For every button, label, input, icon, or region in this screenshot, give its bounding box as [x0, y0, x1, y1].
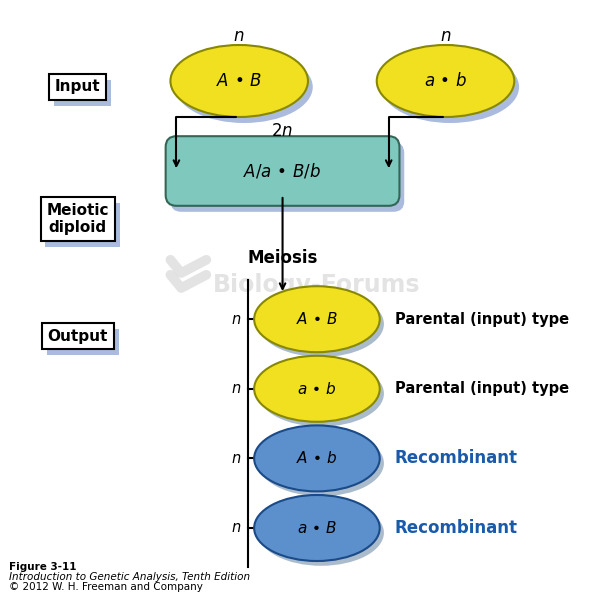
Text: Input: Input [55, 79, 100, 94]
Text: $\mathit{2n}$: $\mathit{2n}$ [271, 122, 293, 140]
Text: Parental (input) type: Parental (input) type [395, 382, 569, 396]
Text: Input: Input [60, 85, 105, 100]
Text: $\mathit{A/a}$ • $\mathit{B/b}$: $\mathit{A/a}$ • $\mathit{B/b}$ [243, 161, 322, 181]
Text: $\mathit{A}$ • $\mathit{B}$: $\mathit{A}$ • $\mathit{B}$ [216, 72, 262, 90]
Ellipse shape [258, 430, 384, 496]
Text: $\mathit{a}$ • $\mathit{B}$: $\mathit{a}$ • $\mathit{B}$ [297, 520, 337, 536]
Ellipse shape [254, 286, 380, 352]
FancyBboxPatch shape [170, 142, 404, 212]
Text: Meiotic
diploid: Meiotic diploid [47, 203, 109, 235]
Text: Meiosis: Meiosis [247, 249, 318, 267]
Text: $\mathit{A}$ • $\mathit{B}$: $\mathit{A}$ • $\mathit{B}$ [296, 311, 338, 327]
Text: $\mathit{n}$: $\mathit{n}$ [231, 520, 241, 535]
Ellipse shape [170, 45, 308, 117]
Text: $\mathit{n}$: $\mathit{n}$ [231, 451, 241, 466]
Ellipse shape [254, 356, 380, 422]
Ellipse shape [254, 425, 380, 491]
Text: Recombinant: Recombinant [395, 519, 518, 537]
Text: Output: Output [53, 335, 112, 349]
Ellipse shape [258, 291, 384, 357]
FancyBboxPatch shape [166, 136, 399, 206]
Ellipse shape [377, 45, 514, 117]
Ellipse shape [258, 500, 384, 566]
Text: © 2012 W. H. Freeman and Company: © 2012 W. H. Freeman and Company [9, 581, 203, 592]
Text: $\mathit{a}$ • $\mathit{b}$: $\mathit{a}$ • $\mathit{b}$ [297, 381, 337, 397]
Text: $\mathit{n}$: $\mathit{n}$ [231, 382, 241, 396]
Ellipse shape [382, 51, 519, 123]
Text: Biology-Forums: Biology-Forums [213, 273, 420, 297]
Text: Introduction to Genetic Analysis, Tenth Edition: Introduction to Genetic Analysis, Tenth … [9, 572, 250, 582]
Text: $\mathit{n}$: $\mathit{n}$ [231, 312, 241, 326]
Ellipse shape [254, 495, 380, 561]
Ellipse shape [258, 361, 384, 427]
Text: Parental (input) type: Parental (input) type [395, 312, 569, 326]
Text: Output: Output [48, 329, 108, 343]
Text: $\mathit{n}$: $\mathit{n}$ [233, 27, 245, 45]
Text: $\mathit{A}$ • $\mathit{b}$: $\mathit{A}$ • $\mathit{b}$ [296, 451, 338, 466]
Text: Recombinant: Recombinant [395, 449, 518, 467]
Text: Meiotic
diploid: Meiotic diploid [51, 209, 114, 241]
Text: Figure 3-11: Figure 3-11 [9, 562, 77, 572]
Text: $\mathit{n}$: $\mathit{n}$ [440, 27, 451, 45]
Ellipse shape [175, 51, 313, 123]
Text: $\mathit{a}$ • $\mathit{b}$: $\mathit{a}$ • $\mathit{b}$ [424, 72, 467, 90]
